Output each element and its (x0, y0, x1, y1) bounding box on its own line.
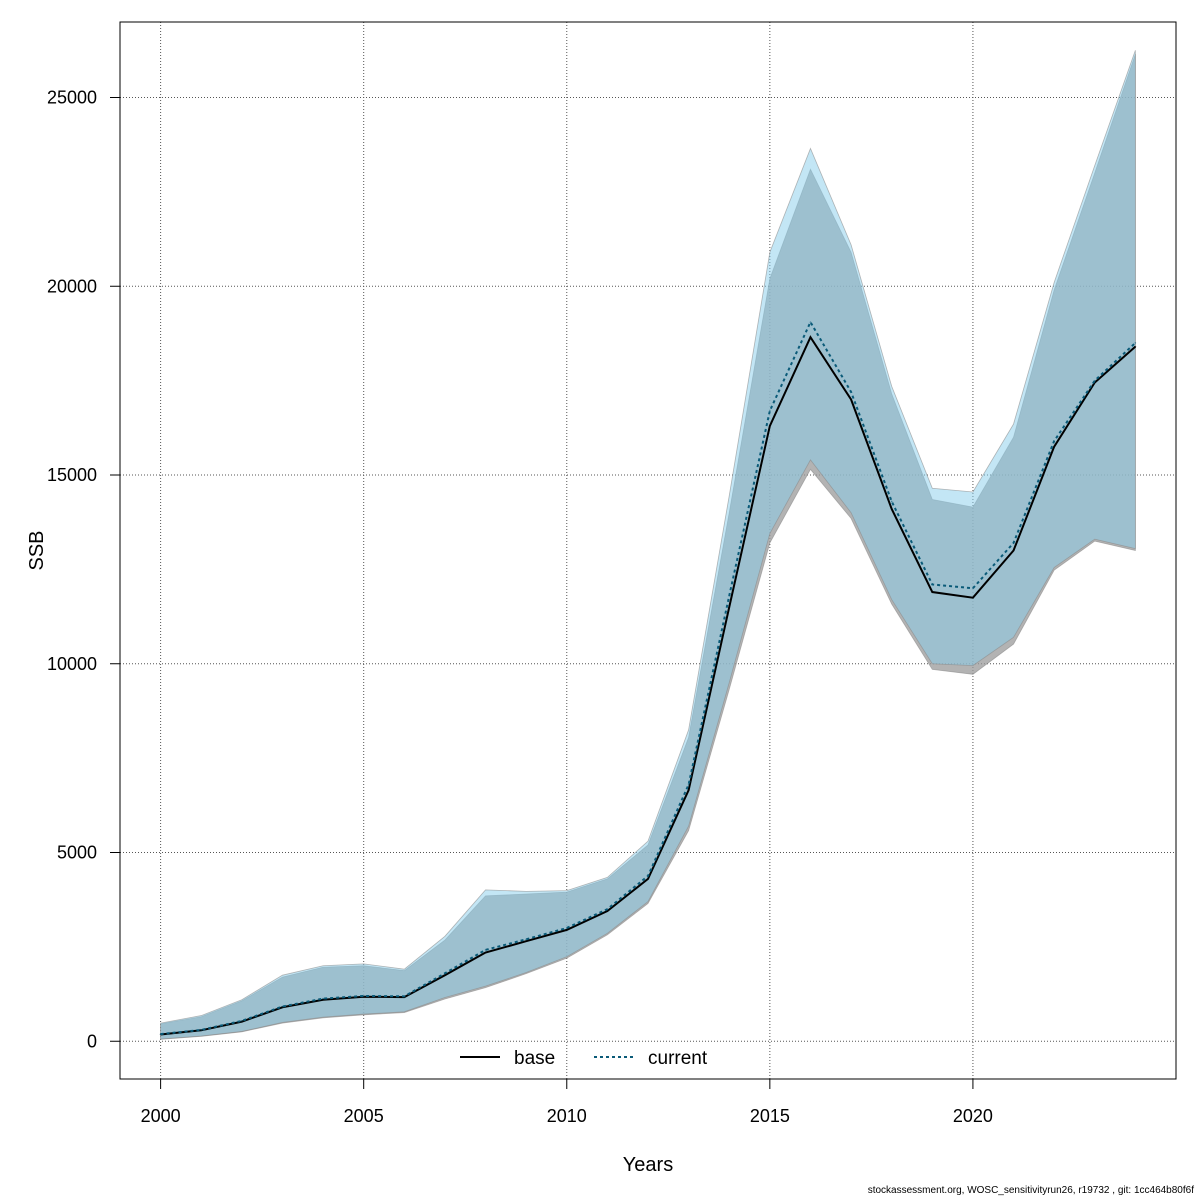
point-current-2017 (850, 391, 852, 393)
point-current-2000 (159, 1033, 162, 1035)
x-axis-label: Years (623, 1154, 673, 1176)
line-base (160, 335, 1137, 1036)
point-base-2019 (931, 591, 934, 593)
point-current-2009 (525, 938, 527, 941)
point-current-2012 (647, 875, 649, 877)
point-current-2007 (444, 972, 446, 975)
point-current-2021 (1012, 542, 1015, 544)
x-tick-label-2000: 2000 (141, 1106, 181, 1126)
legend: base current (460, 1048, 708, 1069)
point-current-2004 (322, 997, 324, 1000)
point-current-2014 (728, 595, 731, 597)
point-current-2016 (809, 321, 812, 323)
line-current (160, 319, 1137, 1036)
point-current-2001 (200, 1029, 203, 1031)
legend-label-current: current (648, 1048, 708, 1069)
x-tick-label-2005: 2005 (344, 1106, 384, 1126)
y-tick-label-20000: 20000 (47, 276, 97, 296)
point-current-2018 (890, 500, 893, 503)
legend-label-base: base (514, 1048, 555, 1069)
confidence-bands (160, 50, 1136, 1040)
point-base-2017 (850, 398, 852, 401)
point-base-2008 (484, 951, 487, 954)
y-tick-label-0: 0 (87, 1031, 97, 1051)
x-tick-label-2015: 2015 (750, 1106, 790, 1126)
point-current-2005 (362, 995, 365, 997)
series-lines (159, 319, 1137, 1036)
point-base-2011 (606, 910, 609, 912)
y-tick-label-5000: 5000 (57, 843, 97, 863)
point-current-2010 (565, 927, 568, 929)
point-base-2009 (525, 940, 527, 943)
point-base-2014 (728, 606, 731, 608)
point-base-2018 (890, 508, 893, 510)
point-base-2016 (809, 336, 812, 339)
x-tick-label-2010: 2010 (547, 1106, 587, 1126)
point-current-2011 (606, 908, 609, 910)
point-base-2004 (322, 998, 324, 1001)
point-current-2024 (1134, 342, 1137, 344)
point-current-2022 (1053, 440, 1055, 442)
point-base-2020 (972, 596, 974, 599)
y-axis-label: SSB (26, 530, 48, 570)
x-tick-label-2020: 2020 (953, 1106, 993, 1126)
y-axis: 0 5000 10000 15000 20000 25000 (47, 88, 121, 1051)
point-base-2010 (565, 929, 568, 931)
point-base-2015 (769, 425, 771, 427)
point-current-2003 (281, 1005, 284, 1008)
point-base-2021 (1012, 549, 1015, 552)
point-base-2012 (647, 878, 649, 880)
footer-credit: stockassessment.org, WOSC_sensitivityrun… (867, 1185, 1194, 1196)
y-tick-label-15000: 15000 (47, 465, 97, 485)
band-current (160, 50, 1136, 1040)
point-current-2008 (484, 949, 487, 951)
point-current-2002 (241, 1020, 243, 1022)
point-current-2015 (769, 410, 771, 412)
point-current-2020 (972, 587, 974, 590)
point-base-2013 (687, 789, 690, 792)
point-current-2019 (931, 583, 934, 586)
y-tick-label-10000: 10000 (47, 654, 97, 674)
point-current-2013 (687, 783, 690, 786)
x-axis: 2000 2005 2010 2015 2020 (141, 1078, 993, 1126)
point-base-2024 (1134, 345, 1137, 348)
y-tick-label-25000: 25000 (47, 88, 97, 108)
point-current-2006 (403, 995, 406, 998)
point-base-2022 (1053, 445, 1055, 448)
point-current-2023 (1093, 379, 1096, 382)
point-base-2007 (444, 974, 446, 976)
